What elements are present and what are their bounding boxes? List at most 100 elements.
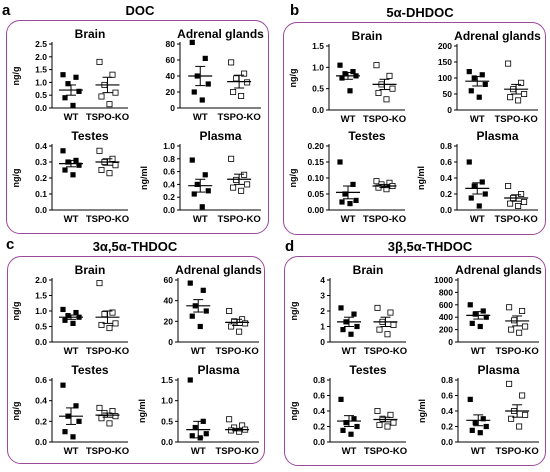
plot-b-brain: Brain ng/g 0.0 0.5 1.0 1.5 WT TSPO-KO	[288, 29, 406, 125]
y-tick-label: 0.0	[313, 437, 325, 447]
wt-point	[343, 420, 349, 426]
ko-point	[106, 101, 113, 108]
ko-point	[241, 70, 248, 77]
plot-d-brain: Brain ng/g 0 1 2 3 4 WT TSPO-KO	[289, 263, 407, 357]
ko-point	[521, 91, 528, 98]
ko-point	[521, 199, 528, 206]
y-tick-label: 400	[439, 312, 453, 322]
wt-point	[348, 331, 354, 337]
panel-b-title: 5α-DHDOC	[386, 5, 454, 20]
plot-title: Adrenal glands	[454, 29, 541, 43]
wt-point	[476, 94, 482, 100]
x-tick-label: TSPO-KO	[215, 346, 258, 357]
wt-point	[189, 39, 195, 45]
wt-point	[194, 181, 200, 187]
ko-point	[515, 203, 522, 210]
x-tick-label: WT	[193, 112, 208, 123]
y-tick-label: 0.2	[163, 192, 175, 202]
y-tick-label: 1.0	[35, 77, 47, 87]
panel-a-frame	[6, 20, 269, 234]
y-tick-label: 2.0	[35, 275, 47, 285]
ko-point	[518, 79, 525, 86]
ko-point	[236, 328, 243, 335]
wt-point	[189, 313, 195, 319]
wt-point	[467, 396, 473, 402]
y-tick-label: 20	[164, 316, 174, 326]
ko-point	[374, 304, 381, 311]
plot-a-testes: Testes ng/g 0.0 0.1 0.2 0.3 0.4 WT TSPO-KO	[11, 129, 129, 225]
y-tick-label: 0.10	[307, 173, 324, 183]
y-tick-label: 0.3	[35, 157, 47, 167]
ko-point	[516, 423, 523, 430]
wt-point	[476, 203, 482, 209]
y-tick-label: 0.4	[163, 179, 175, 189]
y-axis-label: ng/g	[11, 302, 21, 321]
plot-d-plasma: Plasma ng/ml 0.0 0.2 0.4 0.6 0.8 WT TSPO-KO	[417, 363, 539, 457]
y-tick-label: 0.5	[161, 416, 173, 426]
plot-b-adrenal: Adrenal glands 0 50 100 150 200 WT TSPO-KO	[438, 29, 541, 125]
x-tick-label: TSPO-KO	[217, 214, 260, 225]
y-tick-label: 0.5	[35, 90, 47, 100]
y-tick-label: 0.8	[313, 375, 325, 385]
wt-point	[192, 424, 198, 431]
ko-point	[98, 93, 105, 100]
y-tick-label: 0.2	[441, 422, 453, 432]
wt-point	[483, 423, 489, 430]
y-tick-label: 1.0	[163, 141, 175, 151]
y-tick-label: 0.20	[307, 141, 324, 151]
ko-point	[98, 321, 105, 328]
wt-point	[62, 429, 68, 435]
wt-point	[472, 311, 478, 317]
plot-title: Adrenal glands	[455, 263, 542, 277]
y-tick-label: 0	[170, 103, 175, 113]
x-tick-label: WT	[342, 446, 357, 457]
wt-point	[347, 201, 353, 207]
y-tick-label: 0.5	[312, 84, 324, 94]
wt-point	[351, 416, 357, 422]
ko-point	[390, 419, 397, 426]
ko-point	[511, 317, 518, 324]
y-tick-label: 0	[448, 337, 453, 347]
wt-point	[348, 431, 354, 437]
y-tick-label: 0.4	[313, 406, 325, 416]
ko-point	[376, 421, 383, 428]
wt-point	[353, 197, 359, 203]
x-tick-label: WT	[470, 114, 485, 125]
wt-point	[479, 179, 485, 185]
x-tick-label: WT	[470, 214, 485, 225]
ko-point	[384, 331, 391, 338]
ko-point	[238, 93, 245, 100]
ko-point	[522, 323, 529, 330]
ko-point	[506, 380, 513, 387]
y-tick-label: 2.0	[35, 52, 47, 62]
wt-point	[471, 183, 477, 189]
x-tick-label: WT	[64, 112, 79, 123]
wt-point	[479, 72, 485, 78]
ko-point	[106, 420, 113, 427]
y-tick-label: 1.5	[312, 41, 324, 51]
wt-point	[480, 416, 486, 422]
wt-point	[340, 427, 346, 433]
ko-point	[233, 75, 240, 82]
ko-point	[515, 97, 522, 104]
y-tick-label: 0.2	[35, 416, 47, 426]
x-tick-label: TSPO-KO	[363, 214, 406, 225]
wt-point	[65, 313, 71, 319]
y-tick-label: 0.00	[307, 205, 324, 215]
y-axis-label: ng/g	[288, 69, 298, 88]
plot-d-testes: Testes ng/g 0.0 0.2 0.4 0.6 0.8 WT TSPO-KO	[289, 363, 407, 457]
plot-title: Adrenal glands	[175, 263, 262, 277]
y-tick-label: 0.0	[161, 437, 173, 447]
panel-d-letter: d	[285, 238, 295, 255]
wt-point	[477, 323, 483, 330]
y-tick-label: 0.0	[163, 205, 175, 215]
plot-title: Testes	[348, 129, 385, 143]
ko-point	[387, 411, 394, 418]
y-tick-label: 800	[439, 287, 453, 297]
ko-point	[96, 147, 103, 154]
ko-point	[112, 89, 119, 96]
plot-a-plasma: Plasma ng/ml 0.0 0.2 0.4 0.6 0.8 1.0 WT TSPO-KO	[139, 129, 261, 225]
y-tick-label: 1.0	[312, 62, 324, 72]
wt-point	[65, 159, 71, 165]
x-tick-label: WT	[64, 346, 79, 357]
